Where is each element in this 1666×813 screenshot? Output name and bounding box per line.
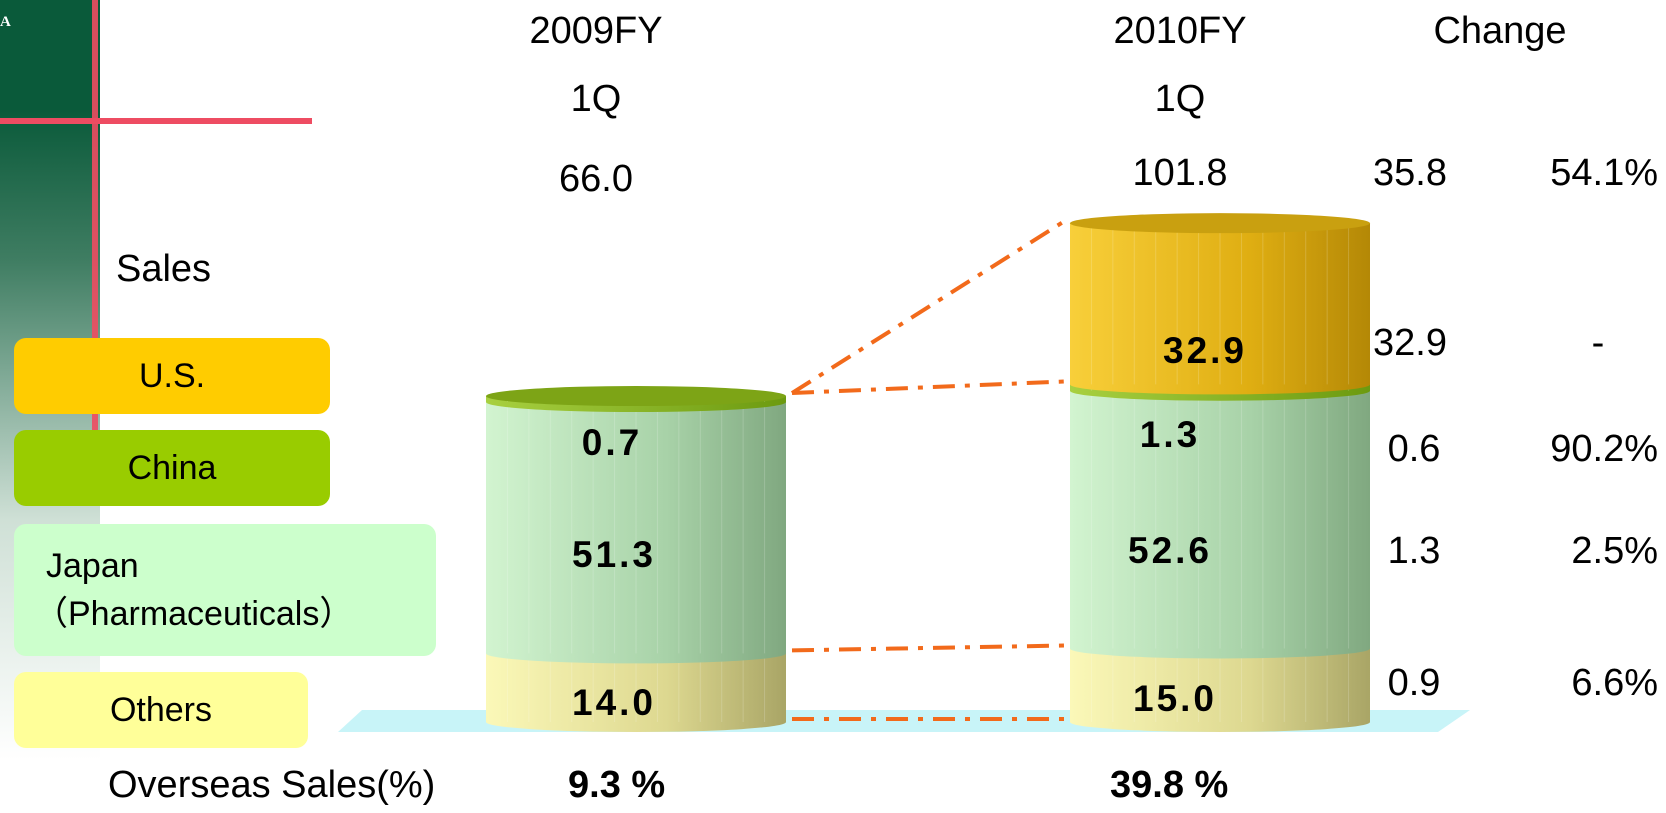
value-japan-2009: 51.3 bbox=[571, 534, 657, 575]
change-others-abs: 0.9 bbox=[1387, 662, 1441, 704]
value-us-2010: 32.9 bbox=[1162, 330, 1248, 371]
change-total-abs: 35.8 bbox=[1373, 152, 1447, 194]
change-china-abs: 0.6 bbox=[1387, 428, 1441, 470]
legend-us-label: U.S. bbox=[138, 356, 206, 395]
header-2010-quarter: 1Q bbox=[1154, 78, 1206, 120]
bar-cap-1 bbox=[1070, 213, 1370, 234]
change-us-abs: 32.9 bbox=[1373, 322, 1447, 364]
legend-others-label: Others bbox=[109, 690, 213, 729]
legend-japan-label: Japan bbox=[46, 547, 139, 585]
bar-japan-0 bbox=[486, 402, 786, 664]
value-china-2009: 0.7 bbox=[581, 422, 643, 463]
sales-label: Sales bbox=[116, 248, 212, 290]
header-2009-quarter: 1Q bbox=[570, 78, 622, 120]
overseas-2010: 39.8 % bbox=[1110, 764, 1229, 806]
value-others-2009: 14.0 bbox=[571, 682, 657, 723]
legend-china: China bbox=[14, 430, 330, 506]
value-japan-2010: 52.6 bbox=[1127, 530, 1213, 571]
connector-line-2 bbox=[791, 379, 1067, 396]
value-others-2010: 15.0 bbox=[1132, 678, 1218, 719]
bar-japan-1 bbox=[1070, 390, 1370, 659]
change-others-pct: 6.6% bbox=[1571, 662, 1658, 704]
connector-line-1 bbox=[791, 643, 1067, 653]
divider-horizontal bbox=[0, 118, 312, 124]
total-2010: 101.8 bbox=[1132, 152, 1228, 194]
total-2009: 66.0 bbox=[559, 158, 633, 200]
legend-japan-sublabel: （Pharmaceuticals） bbox=[34, 595, 354, 633]
divider-vertical bbox=[92, 0, 98, 500]
header-change: Change bbox=[1433, 10, 1567, 52]
legend-others: Others bbox=[14, 672, 308, 748]
bar-others-0 bbox=[486, 653, 786, 732]
overseas-label: Overseas Sales(%) bbox=[108, 764, 436, 806]
change-total-pct: 54.1% bbox=[1550, 152, 1658, 194]
legend-japan: Japan （Pharmaceuticals） bbox=[14, 524, 436, 656]
legend-china-label: China bbox=[127, 448, 217, 487]
overseas-2009: 9.3 % bbox=[568, 764, 666, 806]
bar-cap-0 bbox=[486, 386, 786, 407]
logo-fragment: A bbox=[0, 14, 11, 30]
bar-others-1 bbox=[1070, 648, 1370, 732]
change-us-pct: - bbox=[1591, 322, 1605, 364]
value-china-2010: 1.3 bbox=[1139, 414, 1201, 455]
legend-us: U.S. bbox=[14, 338, 330, 414]
change-china-pct: 90.2% bbox=[1550, 428, 1658, 470]
change-japan-abs: 1.3 bbox=[1387, 530, 1441, 572]
connector-line-3 bbox=[790, 218, 1068, 395]
header-2009-year: 2009FY bbox=[529, 10, 663, 52]
change-japan-pct: 2.5% bbox=[1571, 530, 1658, 572]
header-2010-year: 2010FY bbox=[1113, 10, 1247, 52]
bar-us-1 bbox=[1070, 223, 1370, 395]
